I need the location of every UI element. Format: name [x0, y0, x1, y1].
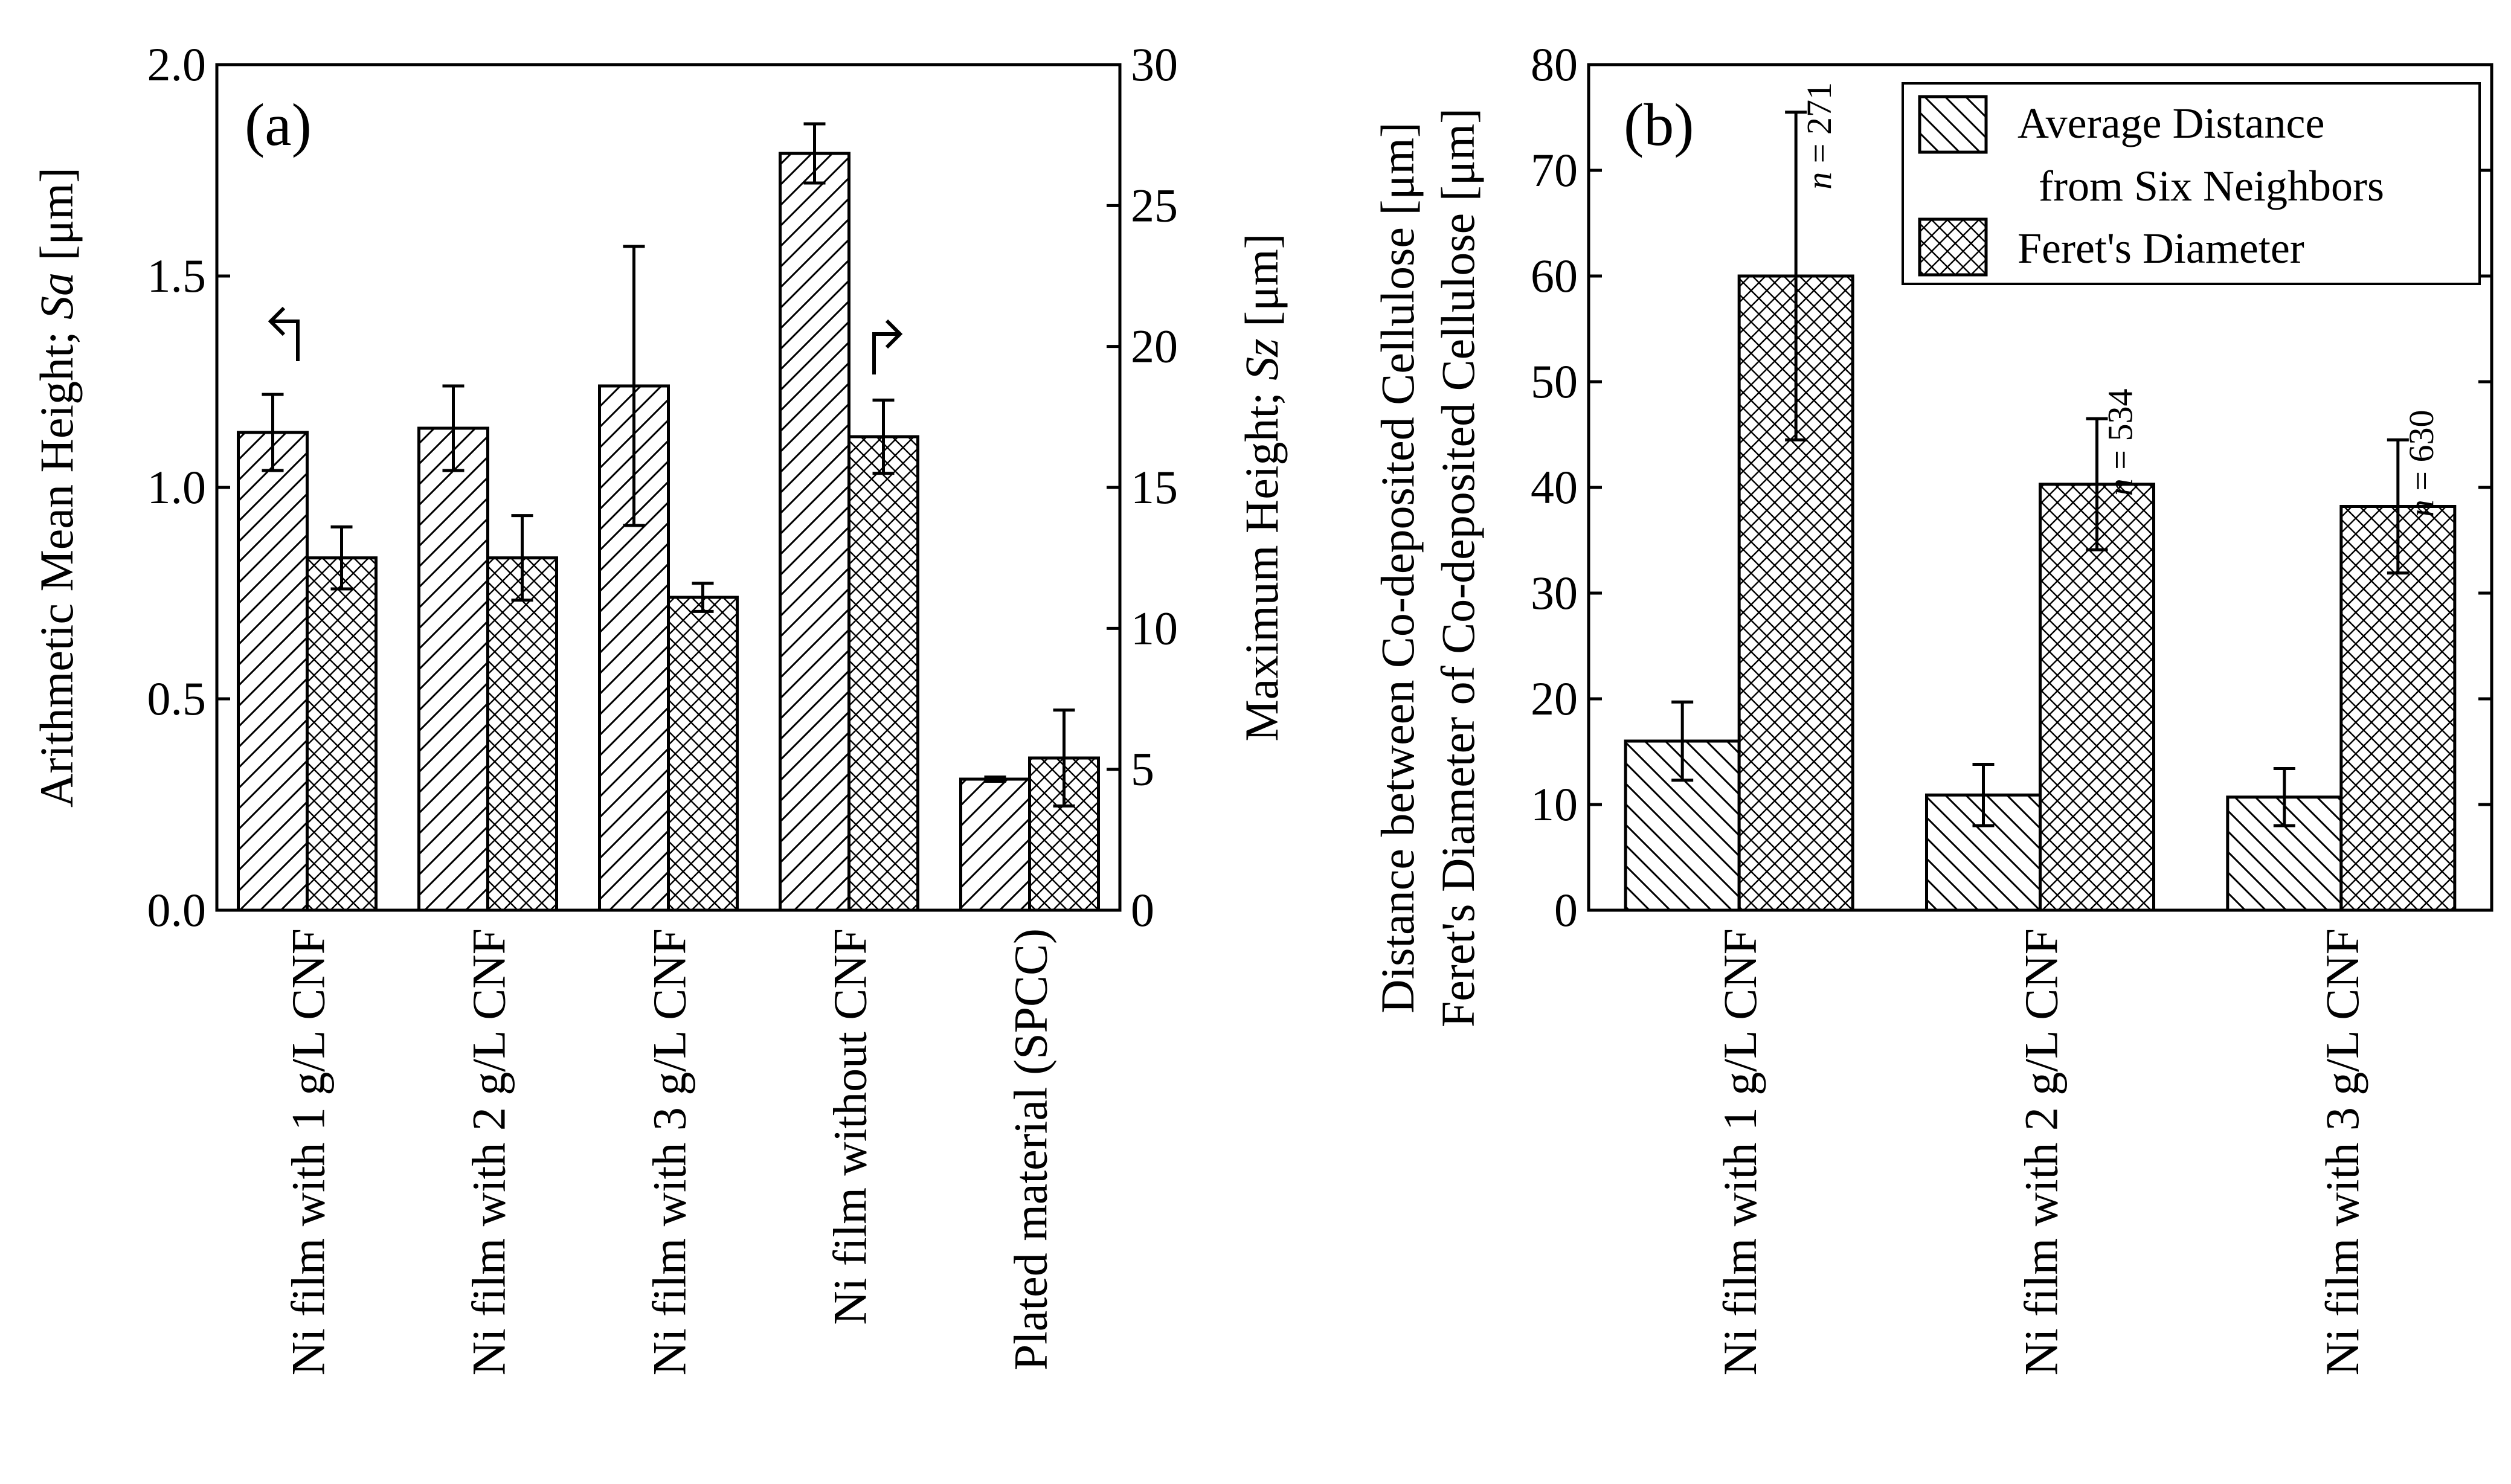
n-symbol: n	[2101, 478, 2140, 496]
bar-a-sa-3	[779, 152, 850, 912]
y-tick-label-b: 40	[1531, 461, 1578, 513]
y-tick-label-b: 80	[1531, 38, 1578, 91]
bar-a-sz-error-bar-2	[692, 582, 714, 613]
n-label: n = 630	[2402, 410, 2441, 518]
left-y-tick-label: 1.5	[147, 249, 207, 302]
y-ticks-b: 0 10 20 30 40 50 60 70 80	[1531, 38, 2492, 936]
y-axis-label-line-1: Distance between Co-deposited Cellulose …	[1371, 122, 1424, 1013]
right-y-tick-label: 15	[1131, 461, 1178, 513]
n-symbol: n	[2402, 499, 2441, 517]
panel-b: (b) 0 10 20 30 40 50 60 70 80 Distance between C…	[1371, 38, 2493, 1375]
y-tick-label-b: 70	[1531, 144, 1578, 196]
category-labels-b: Ni film with 1 g/L CNF Ni film with 2 g/L…	[1714, 897, 2368, 1375]
legend: Average Distance from Six Neighbors Fere…	[1902, 82, 2481, 285]
bar-a-sa-2	[598, 384, 670, 912]
legend-label-feret: Feret's Diameter	[2017, 224, 2304, 272]
y-tick-label-b: 10	[1531, 778, 1578, 830]
bar-a-sa-4	[959, 777, 1031, 912]
panel-a: (a) 0.0 0.5 1.0 1.5 2.0 0 5 10 15 20 25 30 Arithme…	[30, 38, 1288, 1375]
right-y-tick-label: 25	[1131, 179, 1178, 231]
n-value: = 271	[1799, 82, 1839, 172]
category-label-b: Ni film with 3 g/L CNF	[2316, 928, 2368, 1375]
left-y-tick-label: 1.0	[147, 461, 207, 513]
right-y-axis-label: Maximum Height; Sz [μm]	[1235, 233, 1288, 741]
bar-a-sz-error-bar-0	[330, 525, 353, 591]
category-label-a: Ni film with 3 g/L CNF	[643, 928, 696, 1375]
right-y-tick-label: 0	[1131, 884, 1154, 936]
y-tick-label-b: 50	[1531, 355, 1578, 408]
n-value: = 534	[2101, 389, 2140, 479]
bar-a-sz-error-bar-3	[872, 398, 895, 475]
legend-swatch-feret	[1918, 217, 1988, 277]
y-tick-label-b: 30	[1531, 567, 1578, 619]
right-y-tick-label: 10	[1131, 602, 1178, 654]
bar-b-series0-error-bar-2	[2273, 767, 2295, 827]
bar-a-sz-3	[847, 435, 919, 912]
bar-a-sz-2	[667, 596, 739, 912]
right-y-tick-label: 5	[1131, 743, 1154, 795]
bar-a-sa-error-bar-0	[262, 393, 284, 472]
bars-b	[1624, 111, 2457, 912]
right-y-label-symbol: Sz	[1235, 338, 1288, 380]
n-label: n = 271	[1799, 82, 1839, 190]
left-y-ticks: 0.0 0.5 1.0 1.5 2.0	[147, 38, 230, 936]
left-y-label-prefix: Arithmetic Mean Height;	[30, 320, 83, 808]
category-label-a: Ni film without CNF	[824, 928, 876, 1325]
y-tick-label-b: 20	[1531, 672, 1578, 725]
bar-b-series0-error-bar-1	[1972, 763, 1995, 827]
category-label-b: Ni film with 1 g/L CNF	[1714, 928, 1766, 1375]
left-y-label-unit: [μm]	[30, 167, 83, 272]
panel-label-a: (a)	[245, 91, 312, 158]
bar-a-sz-error-bar-1	[511, 514, 533, 602]
category-label-a: Plated material (SPCC)	[1005, 928, 1057, 1370]
n-value: = 630	[2402, 410, 2441, 500]
legend-frame	[1902, 82, 2481, 285]
bar-b-series1-1	[2039, 483, 2155, 912]
category-label-a: Ni film with 2 g/L CNF	[463, 928, 515, 1375]
n-symbol: n	[1799, 172, 1839, 190]
left-y-tick-label: 2.0	[147, 38, 207, 91]
bar-a-sz-0	[306, 556, 378, 912]
legend-label-distance-line-2: from Six Neighbors	[2039, 162, 2384, 210]
right-y-tick-label: 30	[1131, 38, 1178, 91]
legend-swatch-distance	[1918, 95, 1988, 154]
bar-a-sa-error-bar-2	[623, 245, 645, 527]
n-label: n = 534	[2101, 389, 2140, 496]
right-y-label-prefix: Maximum Height;	[1235, 381, 1288, 742]
left-y-tick-label: 0.5	[147, 672, 207, 725]
bar-a-sa-1	[417, 426, 489, 912]
bar-b-series0-error-bar-0	[1671, 700, 1694, 782]
bar-a-sa-error-bar-4	[984, 776, 1006, 783]
right-y-ticks: 0 5 10 15 20 25 30	[1107, 38, 1178, 936]
category-label-a: Ni film with 1 g/L CNF	[282, 928, 335, 1375]
bar-b-series1-error-bar-1	[2086, 417, 2108, 551]
left-y-tick-label: 0.0	[147, 884, 207, 936]
category-label-b: Ni film with 2 g/L CNF	[2015, 928, 2068, 1375]
panel-label-b: (b)	[1624, 91, 1694, 158]
y-tick-label-b: 0	[1554, 884, 1578, 936]
bar-a-sz-error-bar-4	[1053, 708, 1075, 808]
y-axis-label-line-2: Feret's Diameter of Co-deposited Cellulo…	[1432, 108, 1484, 1027]
left-y-label-symbol: Sa	[30, 272, 83, 320]
legend-label-distance-line-1: Average Distance	[2017, 99, 2324, 147]
bar-a-sa-0	[237, 431, 309, 912]
bar-b-series1-error-bar-0	[1785, 111, 1807, 442]
y-tick-label-b: 60	[1531, 249, 1578, 302]
bar-a-sz-1	[486, 556, 558, 912]
left-y-axis-label: Arithmetic Mean Height; Sa [μm]	[30, 167, 83, 808]
left-axis-arrow-icon	[268, 306, 300, 361]
right-y-label-unit: [μm]	[1235, 233, 1288, 338]
bars-a	[237, 122, 1100, 912]
right-y-tick-label: 20	[1131, 320, 1178, 373]
bar-a-sa-error-bar-3	[803, 122, 826, 185]
bar-a-sa-error-bar-1	[442, 384, 465, 472]
category-labels-a: Ni film with 1 g/L CNF Ni film with 2 g/L…	[282, 897, 1057, 1375]
right-axis-arrow-icon	[872, 319, 903, 374]
bar-b-series1-error-bar-2	[2387, 438, 2409, 575]
